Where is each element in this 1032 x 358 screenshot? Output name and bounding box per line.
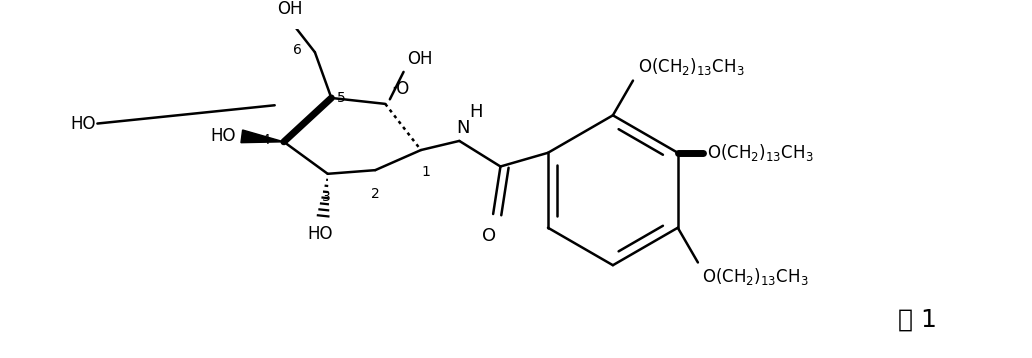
Text: O: O: [482, 227, 496, 245]
Text: HO: HO: [308, 225, 333, 243]
Text: 2: 2: [370, 187, 380, 200]
Text: 式 1: 式 1: [898, 308, 937, 332]
Text: HO: HO: [211, 127, 236, 145]
Text: N: N: [456, 119, 470, 137]
Text: 4: 4: [261, 133, 270, 147]
Text: H: H: [469, 103, 483, 121]
Text: 3: 3: [322, 190, 330, 204]
Text: O(CH$_2$)$_{13}$CH$_3$: O(CH$_2$)$_{13}$CH$_3$: [703, 266, 809, 287]
Text: 1: 1: [421, 165, 430, 179]
Text: ·O: ·O: [391, 81, 409, 98]
Polygon shape: [240, 130, 284, 143]
Text: O(CH$_2$)$_{13}$CH$_3$: O(CH$_2$)$_{13}$CH$_3$: [638, 56, 744, 77]
Text: 5: 5: [336, 91, 346, 105]
Text: 6: 6: [293, 43, 302, 57]
Text: HO: HO: [70, 115, 96, 132]
Text: OH: OH: [408, 50, 432, 68]
Text: OH: OH: [278, 0, 303, 18]
Text: O(CH$_2$)$_{13}$CH$_3$: O(CH$_2$)$_{13}$CH$_3$: [707, 142, 813, 163]
